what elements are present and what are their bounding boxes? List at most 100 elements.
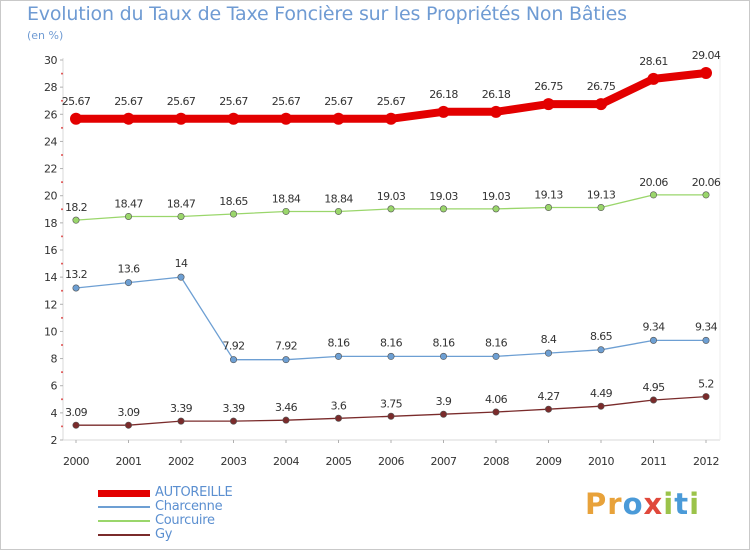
data-point-charcenne — [282, 356, 290, 364]
data-label-courcuire: 18.2 — [65, 201, 87, 214]
y-minor-tick — [61, 72, 63, 75]
x-tick-label: 2006 — [378, 455, 404, 468]
data-label-charcenne: 9.34 — [695, 320, 718, 333]
y-tick-label: 12 — [44, 298, 57, 311]
data-label-charcenne: 8.65 — [590, 330, 613, 343]
data-label-gy: 3.39 — [170, 402, 193, 415]
data-label-gy: 3.39 — [222, 402, 245, 415]
legend-item: Gy — [98, 528, 232, 542]
y-tick-label: 24 — [44, 135, 57, 148]
y-tick-label: 22 — [44, 163, 57, 176]
data-label-courcuire: 20.06 — [692, 176, 721, 189]
legend-label-autoreille: AUTOREILLE — [155, 485, 233, 500]
y-minor-tick — [61, 235, 63, 238]
data-point-gy — [597, 402, 605, 410]
y-tick-label: 10 — [44, 325, 57, 338]
data-point-courcuire — [125, 212, 133, 220]
data-point-charcenne — [702, 336, 710, 344]
data-label-courcuire: 20.06 — [639, 176, 668, 189]
y-minor-tick — [61, 126, 63, 129]
data-point-autoreille — [227, 112, 240, 125]
data-point-charcenne — [492, 352, 500, 360]
y-tick-label: 4 — [51, 407, 58, 420]
data-label-gy: 3.6 — [331, 399, 347, 412]
data-label-gy: 4.49 — [590, 387, 613, 400]
y-tick-label: 30 — [44, 54, 57, 67]
x-tick-label: 2003 — [221, 455, 247, 468]
data-point-gy — [702, 393, 710, 401]
x-tick-label: 2004 — [273, 455, 299, 468]
data-point-courcuire — [492, 205, 500, 213]
data-label-courcuire: 19.03 — [377, 190, 406, 203]
legend-swatch-charcenne — [98, 506, 150, 508]
logo-letter: P — [585, 487, 608, 521]
data-point-charcenne — [125, 279, 133, 287]
data-label-courcuire: 18.84 — [272, 192, 301, 205]
legend-swatch-courcuire — [98, 520, 150, 522]
data-label-autoreille: 25.67 — [167, 95, 196, 108]
y-minor-tick — [61, 371, 63, 374]
data-point-gy — [177, 417, 185, 425]
data-point-autoreille — [332, 112, 345, 125]
logo-letter: t — [674, 487, 690, 521]
y-tick-label: 14 — [44, 271, 57, 284]
y-minor-tick — [61, 289, 63, 292]
proxiti-logo: Proxiti — [585, 487, 700, 521]
data-point-autoreille — [437, 105, 450, 118]
logo-letter: x — [643, 487, 664, 521]
data-label-charcenne: 7.92 — [275, 340, 297, 353]
data-point-gy — [439, 410, 447, 418]
data-point-gy — [230, 417, 238, 425]
y-tick-label: 26 — [44, 108, 57, 121]
data-label-gy: 4.27 — [537, 390, 560, 403]
logo-letter: i — [689, 487, 701, 521]
y-minor-tick — [61, 154, 63, 156]
data-label-charcenne: 7.92 — [222, 340, 244, 353]
data-point-courcuire — [72, 216, 80, 224]
data-label-autoreille: 28.61 — [639, 55, 668, 68]
x-tick-label: 2000 — [63, 455, 89, 468]
data-label-gy: 4.95 — [642, 381, 665, 394]
y-tick-label: 18 — [44, 217, 57, 230]
data-label-autoreille: 25.67 — [324, 95, 353, 108]
data-label-charcenne: 8.16 — [432, 336, 455, 349]
x-tick-label: 2009 — [536, 455, 562, 468]
data-label-charcenne: 8.4 — [541, 333, 557, 346]
data-label-gy: 3.09 — [65, 406, 88, 419]
y-tick-label: 28 — [44, 81, 57, 94]
y-minor-tick — [61, 344, 63, 346]
data-label-gy: 3.46 — [275, 401, 298, 414]
data-point-autoreille — [490, 105, 502, 118]
data-point-gy — [125, 421, 133, 429]
data-point-autoreille — [647, 72, 660, 85]
legend-item: Courcuire — [98, 514, 232, 528]
data-label-autoreille: 25.67 — [114, 95, 143, 108]
data-point-courcuire — [439, 205, 447, 213]
data-label-autoreille: 25.67 — [62, 95, 91, 108]
y-minor-tick — [61, 398, 63, 401]
logo-letter: o — [622, 487, 644, 521]
data-point-courcuire — [177, 212, 185, 220]
data-point-courcuire — [334, 207, 342, 215]
data-label-courcuire: 19.13 — [534, 189, 563, 202]
legend: AUTOREILLE Charcenne Courcuire Gy — [98, 485, 233, 542]
data-label-gy: 3.09 — [117, 406, 140, 419]
data-point-autoreille — [542, 98, 555, 111]
data-point-charcenne — [544, 349, 552, 357]
y-minor-tick — [61, 208, 63, 211]
x-tick-label: 2005 — [326, 455, 352, 468]
data-point-courcuire — [649, 191, 657, 199]
data-point-charcenne — [387, 352, 395, 360]
chart-title: Evolution du Taux de Taxe Foncière sur l… — [27, 3, 627, 25]
data-point-charcenne — [439, 352, 447, 360]
data-label-courcuire: 18.65 — [219, 195, 248, 208]
data-point-autoreille — [280, 112, 292, 125]
data-point-autoreille — [700, 67, 712, 80]
data-point-courcuire — [597, 204, 605, 212]
data-point-gy — [334, 414, 342, 422]
y-tick-label: 6 — [51, 380, 58, 393]
data-label-charcenne: 13.2 — [65, 268, 87, 281]
data-point-charcenne — [177, 273, 185, 281]
x-tick-label: 2008 — [483, 455, 509, 468]
data-label-courcuire: 18.47 — [114, 197, 143, 210]
